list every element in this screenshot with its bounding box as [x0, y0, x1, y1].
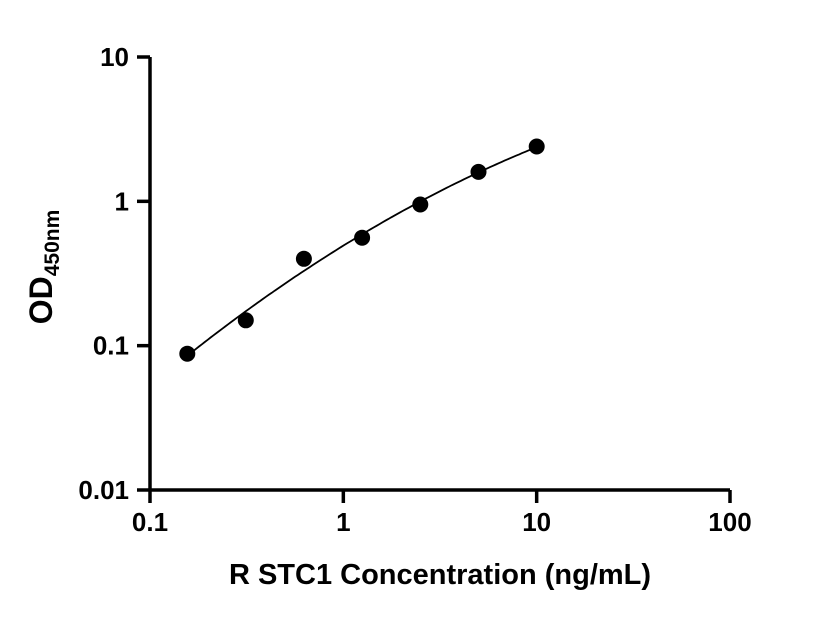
y-tick-label: 0.1: [93, 331, 129, 361]
y-tick-label: 1: [115, 186, 129, 216]
x-tick-label: 10: [522, 507, 551, 537]
y-axis-title-main: OD: [23, 276, 59, 324]
y-tick-label: 0.01: [78, 475, 129, 505]
x-tick-label: 0.1: [132, 507, 168, 537]
x-axis-title: R STC1 Concentration (ng/mL): [229, 559, 651, 591]
data-point: [412, 196, 429, 213]
y-tick-label: 10: [100, 42, 129, 72]
y-axis-title-subscript: 450nm: [41, 210, 64, 277]
x-tick-label: 100: [708, 507, 751, 537]
data-point: [295, 250, 312, 267]
data-point: [354, 229, 371, 246]
x-tick-label: 1: [336, 507, 350, 537]
y-axis-title: OD450nm: [23, 210, 64, 325]
data-point: [179, 345, 196, 362]
data-point: [470, 163, 487, 180]
data-point: [528, 138, 545, 155]
data-point: [237, 312, 254, 329]
